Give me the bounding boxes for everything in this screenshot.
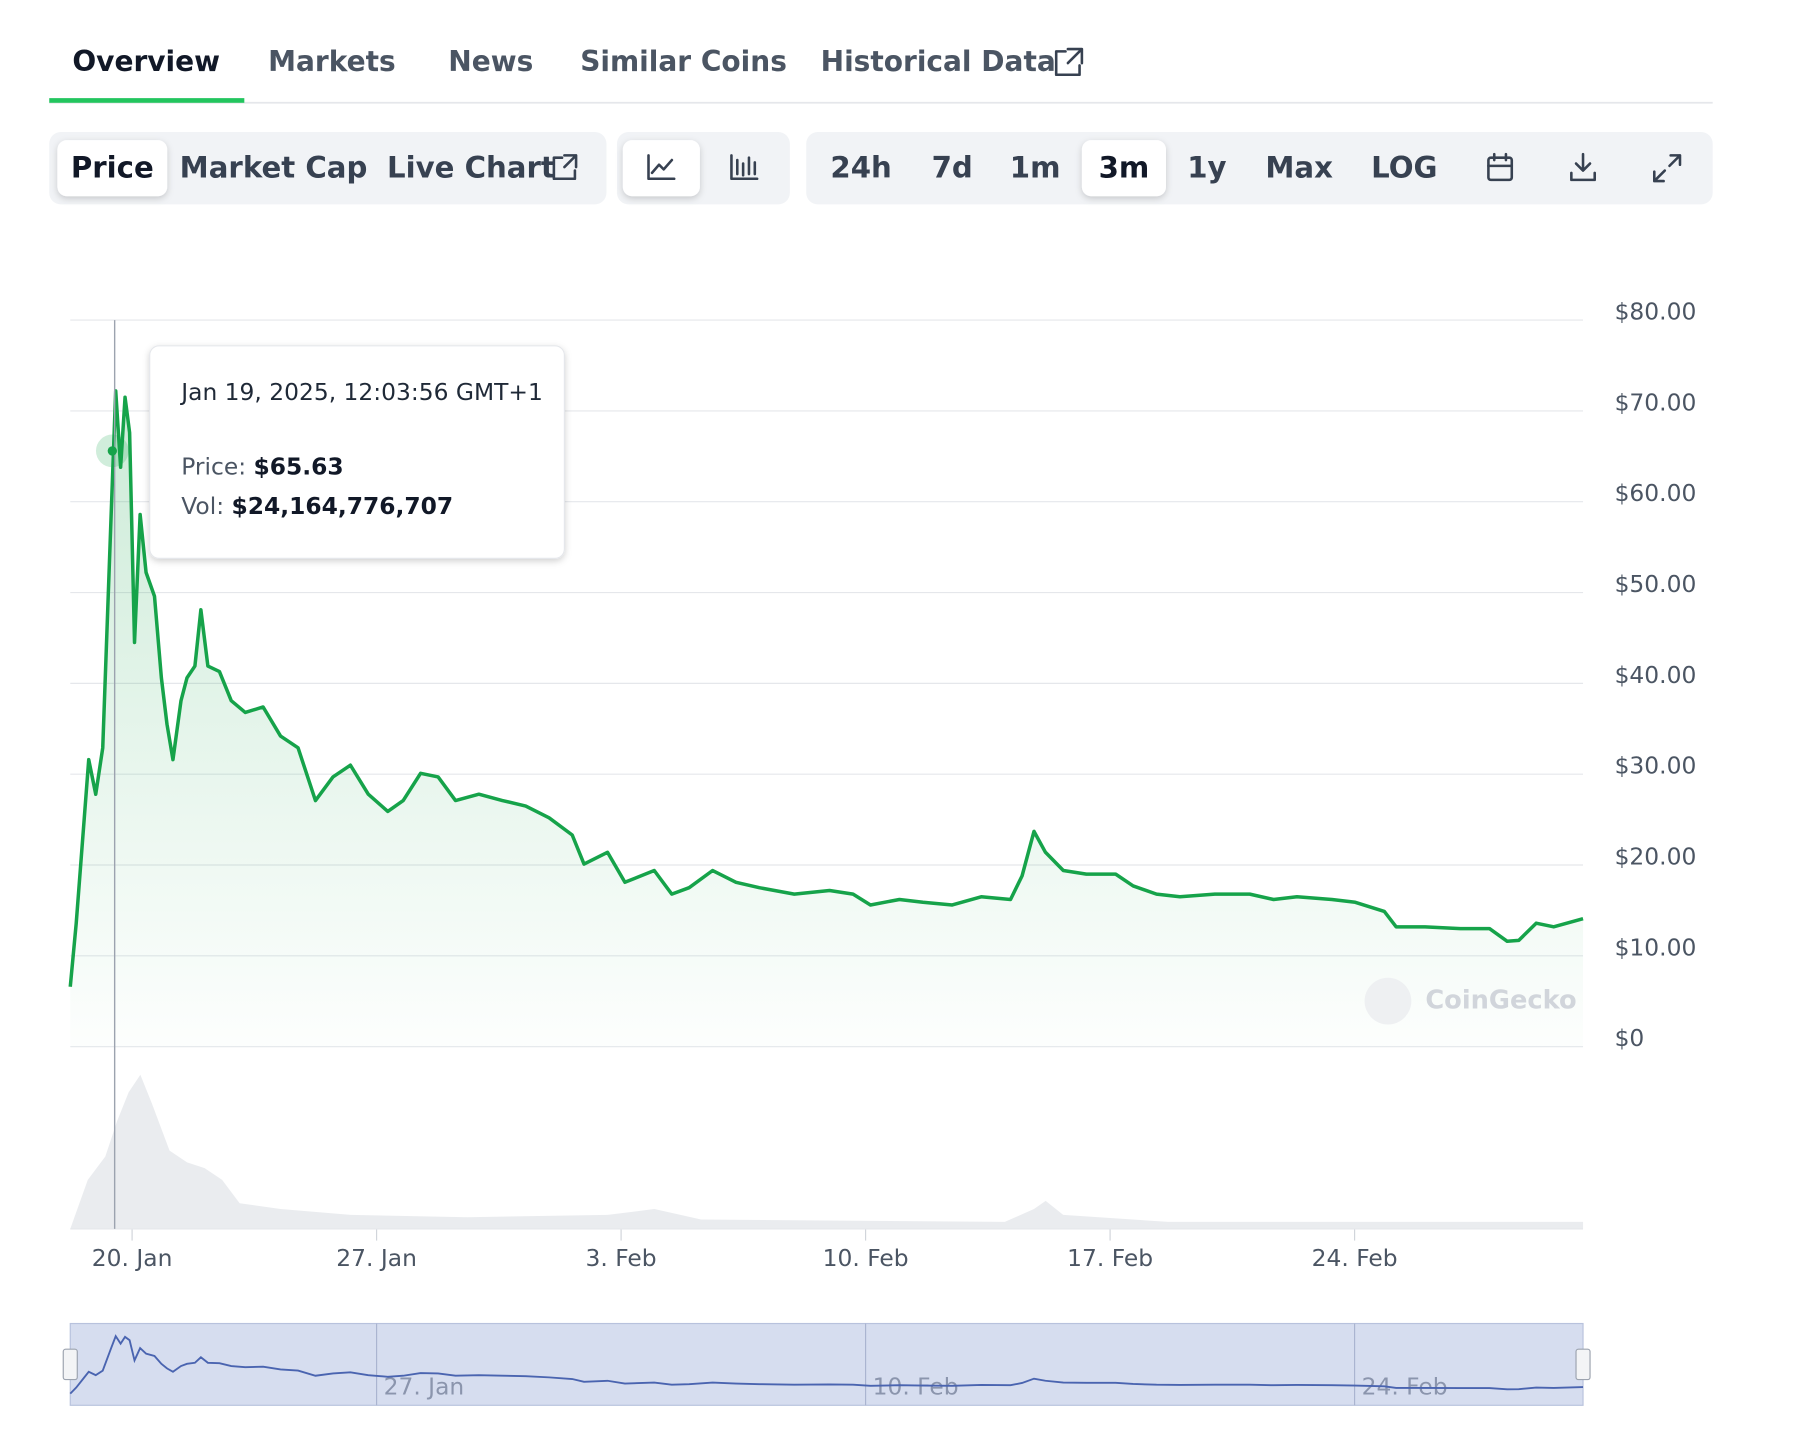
metric-button[interactable]: Live Chart — [387, 150, 555, 184]
tab[interactable]: Markets — [268, 45, 396, 78]
download-icon[interactable] — [1570, 152, 1596, 182]
tooltip-row: Vol: $24,164,776,707 — [181, 491, 453, 519]
x-tick-label: 10. Feb — [823, 1244, 909, 1272]
y-tick-label: $50.00 — [1615, 570, 1697, 598]
navigator-handle[interactable] — [1575, 1348, 1591, 1381]
line-chart-icon[interactable] — [647, 154, 676, 181]
active-button — [1081, 140, 1166, 197]
price-area — [70, 390, 1584, 1047]
tooltip — [149, 345, 565, 559]
navigator-line — [69, 1334, 1584, 1395]
watermark: CoinGecko — [1425, 986, 1576, 1016]
tooltip-row: Price: $65.63 — [181, 452, 343, 480]
button-group — [806, 132, 1713, 205]
tab[interactable]: News — [448, 45, 533, 78]
range-button[interactable]: 3m — [1099, 150, 1150, 184]
external-icon — [552, 154, 578, 181]
candle-chart-icon[interactable] — [730, 154, 759, 181]
y-tick-label: $30.00 — [1615, 752, 1697, 780]
range-button[interactable]: 24h — [830, 150, 891, 184]
y-tick-label: $20.00 — [1615, 843, 1697, 871]
external-icon — [1054, 47, 1084, 77]
y-tick-label: $40.00 — [1615, 661, 1697, 689]
tooltip-date: Jan 19, 2025, 12:03:56 GMT+1 — [179, 378, 543, 406]
y-tick-label: $60.00 — [1615, 479, 1697, 507]
tab[interactable]: Overview — [72, 45, 220, 78]
navigator-content: 27. Jan 10. Feb 24. Feb — [69, 1323, 1584, 1406]
navigator-handle[interactable] — [62, 1348, 78, 1381]
tab-underline — [49, 98, 245, 103]
x-tick-label: 3. Feb — [586, 1244, 657, 1272]
calendar-icon[interactable] — [1487, 152, 1514, 182]
price-line — [68, 389, 1584, 987]
range-button[interactable]: LOG — [1371, 150, 1437, 184]
tooltip-value: $24,164,776,707 — [232, 491, 454, 519]
hover-point — [107, 446, 117, 456]
y-tick-label: $0 — [1615, 1024, 1645, 1052]
range-button[interactable]: 1y — [1187, 150, 1226, 184]
tab[interactable]: Similar Coins — [580, 45, 787, 78]
volume-area — [70, 1074, 1584, 1229]
navigator[interactable] — [69, 1322, 1584, 1406]
active-button — [57, 140, 168, 197]
range-button[interactable]: Max — [1265, 150, 1333, 184]
tooltip-value: $65.63 — [254, 452, 344, 480]
y-tick-label: $80.00 — [1615, 298, 1697, 326]
range-button[interactable]: 7d — [932, 150, 973, 184]
range-button[interactable]: 1m — [1010, 150, 1061, 184]
x-tick-label: 27. Jan — [336, 1244, 417, 1272]
button-group — [49, 132, 607, 205]
y-tick-label: $70.00 — [1615, 388, 1697, 416]
x-tick-label: 24. Feb — [1312, 1244, 1398, 1272]
expand-icon[interactable] — [1653, 154, 1682, 183]
watermark-logo — [1364, 977, 1412, 1025]
x-tick-label: 17. Feb — [1067, 1244, 1153, 1272]
metric-button[interactable]: Price — [71, 150, 154, 184]
y-tick-label: $10.00 — [1615, 933, 1697, 961]
tooltip-label: Vol: — [181, 491, 224, 519]
tooltip-label: Price: — [181, 452, 246, 480]
metric-button[interactable]: Market Cap — [180, 150, 368, 184]
tab[interactable]: Historical Data — [821, 45, 1056, 78]
x-tick-label: 20. Jan — [92, 1244, 173, 1272]
